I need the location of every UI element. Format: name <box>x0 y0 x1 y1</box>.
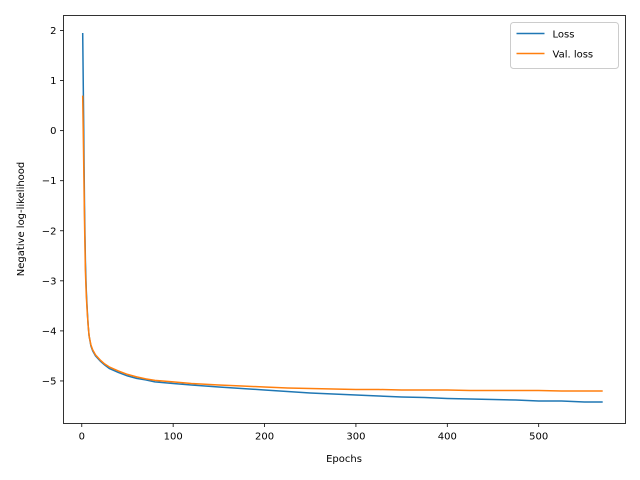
x-tick-label: 0 <box>79 432 85 443</box>
y-axis-label: Negative log-likelihood <box>16 162 27 277</box>
y-tick-label: −4 <box>42 326 57 337</box>
x-tick-label: 300 <box>346 432 365 443</box>
y-tick-label: −5 <box>42 376 57 387</box>
x-axis: 0 100 200 300 400 500 <box>79 423 548 443</box>
y-tick-label: −1 <box>42 176 57 187</box>
y-tick-label: −2 <box>42 226 57 237</box>
x-axis-label: Epochs <box>326 454 362 465</box>
series-line-0 <box>81 32 603 403</box>
series-line-1 <box>81 95 603 392</box>
y-tick-label: 2 <box>50 26 56 37</box>
plot-frame <box>63 15 626 424</box>
x-tick-label: 500 <box>529 432 548 443</box>
y-tick-label: 1 <box>50 76 56 87</box>
x-tick-label: 100 <box>164 432 183 443</box>
legend-label: Loss <box>553 30 575 41</box>
y-tick-label: −3 <box>42 276 57 287</box>
x-tick-label: 200 <box>255 432 274 443</box>
x-tick-label: 400 <box>438 432 457 443</box>
series-layer <box>81 32 603 403</box>
y-axis: 2 1 0 −1 −2 −3 −4 −5 <box>42 26 64 387</box>
y-tick-label: 0 <box>50 126 56 137</box>
legend-label: Val. loss <box>553 50 594 61</box>
legend: Loss Val. loss <box>510 22 619 69</box>
